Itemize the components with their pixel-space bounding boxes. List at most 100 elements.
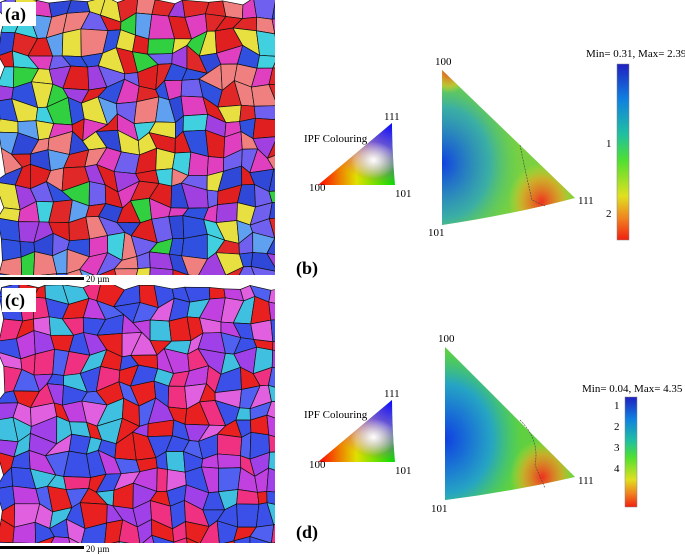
grain <box>289 303 306 319</box>
grain <box>266 414 275 438</box>
panel-label: (d) <box>296 522 318 543</box>
grain <box>61 28 82 57</box>
panel-label: (b) <box>296 258 318 279</box>
grain <box>0 541 14 543</box>
grain <box>233 536 251 543</box>
grain <box>268 190 275 203</box>
grain <box>257 491 268 505</box>
grain <box>217 453 242 469</box>
key-label: 100 <box>309 182 326 194</box>
grain <box>292 50 309 66</box>
grain <box>215 202 238 224</box>
pole-label: 101 <box>431 503 448 515</box>
grain <box>63 476 91 490</box>
grain <box>266 491 275 505</box>
scale-bar <box>0 277 84 280</box>
orientation-map <box>0 285 312 543</box>
grain <box>118 519 141 543</box>
grain <box>266 467 275 493</box>
grain <box>268 301 275 321</box>
grain <box>288 425 311 440</box>
grain <box>271 18 275 35</box>
grain <box>149 267 174 275</box>
grain <box>40 273 58 275</box>
pole-figure <box>445 347 575 500</box>
grain <box>132 34 150 55</box>
pole-label: 111 <box>578 195 594 207</box>
grain <box>253 105 275 121</box>
grain <box>291 31 310 54</box>
key-label: 100 <box>309 459 326 471</box>
colorbar-tick: 2 <box>614 421 620 433</box>
pole-label: 100 <box>438 333 455 345</box>
grain <box>271 524 275 543</box>
grain <box>268 201 275 220</box>
grain <box>274 33 275 38</box>
grain <box>266 155 275 170</box>
key-label: 111 <box>384 388 400 400</box>
grain <box>249 536 272 543</box>
grain <box>0 118 19 134</box>
grain <box>199 520 220 543</box>
colorbar-tick: 1 <box>614 400 620 412</box>
grain <box>187 151 209 176</box>
grain <box>284 390 312 402</box>
grain <box>252 117 275 139</box>
grain <box>0 66 15 89</box>
grain <box>36 536 56 543</box>
key-title: IPF Colouring <box>304 409 368 421</box>
grain <box>81 522 108 543</box>
grain <box>287 351 307 371</box>
grain <box>266 141 275 160</box>
range-label: Min= 0.31, Max= 2.39 <box>586 48 685 60</box>
grain <box>185 537 199 543</box>
grain <box>284 313 308 340</box>
grain <box>249 524 275 543</box>
grain <box>0 273 11 275</box>
grain <box>0 256 23 275</box>
grain <box>267 384 275 402</box>
label-box <box>2 2 36 26</box>
grain <box>284 337 308 353</box>
grain <box>98 268 117 275</box>
grain <box>270 319 275 343</box>
grain <box>12 521 37 543</box>
colorbar-tick: 4 <box>614 463 620 475</box>
grain <box>181 233 208 260</box>
grain <box>284 217 308 240</box>
scale-bar <box>0 546 84 549</box>
panel-label: (a) <box>5 4 26 25</box>
grain <box>272 341 275 351</box>
grain <box>276 103 293 120</box>
grain <box>268 217 275 239</box>
grain <box>78 268 95 275</box>
grain <box>65 518 86 543</box>
grain <box>142 534 155 543</box>
grain <box>12 542 31 543</box>
grain <box>290 148 306 169</box>
grain <box>268 451 275 471</box>
grain <box>285 285 305 306</box>
colorbar <box>624 396 638 508</box>
grain <box>291 493 310 507</box>
grain <box>79 252 109 275</box>
grain <box>290 504 309 521</box>
orientation-map <box>0 0 310 290</box>
grain <box>289 189 308 207</box>
grain <box>217 433 243 457</box>
grain <box>294 470 311 495</box>
key-title: IPF Colouring <box>304 133 368 145</box>
grain <box>255 30 275 57</box>
grain <box>267 366 275 388</box>
grain <box>287 439 309 456</box>
grain <box>165 451 186 473</box>
ipf-key <box>318 400 395 462</box>
grain <box>272 62 275 69</box>
grain <box>251 84 275 107</box>
grain <box>238 266 255 275</box>
grain <box>292 62 309 88</box>
grain <box>278 272 287 290</box>
colorbar-tick: 2 <box>606 208 612 220</box>
